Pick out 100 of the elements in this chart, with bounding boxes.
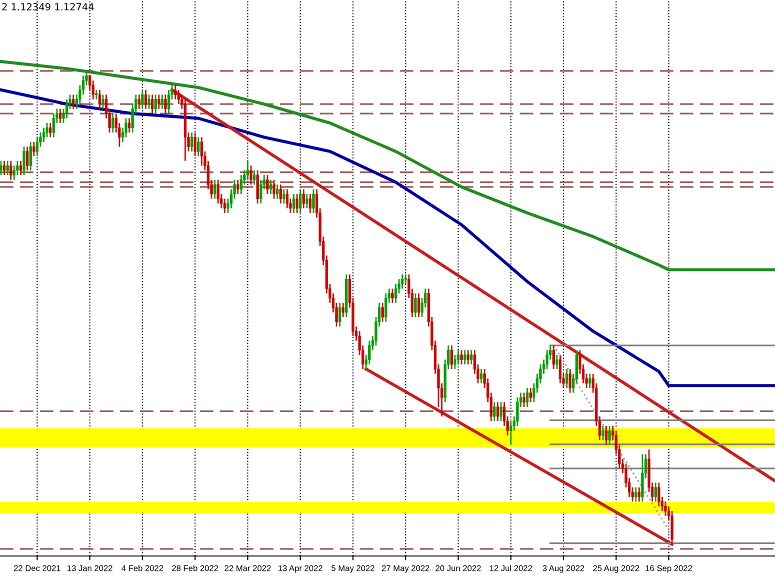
candlestick	[167, 89, 170, 114]
candlestick	[664, 500, 667, 516]
candlestick	[250, 164, 252, 186]
candlestick	[279, 184, 282, 204]
candlestick	[496, 402, 500, 422]
candlestick	[29, 141, 32, 172]
candlestick	[2, 160, 6, 176]
candlestick	[46, 122, 48, 138]
candlestick	[368, 340, 371, 366]
x-tick-label: 25 Aug 2022	[593, 565, 640, 573]
candlestick	[470, 349, 473, 366]
candlestick	[546, 349, 548, 370]
candlestick	[454, 354, 456, 370]
candlestick	[522, 392, 526, 408]
candlestick	[308, 193, 312, 214]
candlestick	[391, 288, 394, 304]
candlestick	[400, 274, 404, 290]
candlestick	[269, 179, 272, 195]
candlestick	[286, 188, 289, 209]
candlestick	[32, 141, 36, 157]
candlestick	[95, 89, 98, 100]
candlestick	[493, 402, 496, 422]
x-tick-label: 5 May 2022	[332, 565, 374, 573]
candlestick	[174, 84, 177, 100]
candlestick	[272, 179, 276, 200]
candlestick	[65, 98, 68, 119]
candlestick	[260, 179, 262, 204]
candlestick	[568, 368, 572, 394]
candlestick	[16, 160, 19, 176]
candlestick	[670, 510, 674, 545]
candlestick	[26, 146, 29, 172]
x-tick-label: 4 Feb 2022	[122, 565, 164, 572]
candlestick	[394, 283, 398, 304]
candlestick	[526, 387, 529, 408]
x-tick-label: 16 Sep 2022	[646, 565, 692, 573]
candlestick	[296, 193, 298, 214]
candlestick	[588, 373, 592, 389]
candlestick	[111, 112, 114, 134]
candlestick	[312, 188, 315, 214]
candlestick	[298, 188, 302, 214]
candlestick	[306, 193, 308, 209]
x-tick-label: 20 Jun 2022	[436, 565, 481, 572]
x-tick-label: 22 Dec 2021	[14, 565, 60, 572]
candlestick	[128, 118, 131, 134]
candlestick	[602, 425, 604, 441]
candlestick	[92, 80, 94, 100]
candlestick	[456, 349, 460, 366]
candlestick	[36, 136, 39, 157]
candlestick	[604, 425, 608, 446]
candlestick	[381, 302, 384, 322]
candlestick	[98, 89, 102, 110]
candlestick	[266, 174, 269, 195]
candlestick	[240, 174, 242, 195]
candlestick	[52, 112, 55, 138]
candlestick	[197, 136, 200, 157]
candlestick	[302, 188, 305, 209]
candlestick	[141, 89, 144, 110]
candlestick	[608, 425, 611, 446]
candlestick	[338, 302, 342, 328]
candlestick	[414, 292, 417, 318]
candlestick	[213, 179, 216, 200]
candlestick	[0, 160, 2, 176]
x-tick-label: 12 Jul 2022	[490, 565, 532, 572]
candlestick	[158, 94, 160, 110]
candlestick	[552, 344, 555, 370]
candlestick	[148, 94, 150, 110]
text: 2 1.12349 1.12744	[2, 3, 94, 10]
candlestick	[450, 344, 453, 370]
candlestick	[292, 193, 296, 214]
x-tick-label: 22 Mar 2022	[224, 565, 271, 572]
candlestick	[194, 132, 196, 157]
candlestick	[417, 292, 420, 318]
candlestick	[164, 94, 167, 114]
candlestick	[500, 402, 502, 422]
candlestick	[463, 349, 466, 366]
candlestick	[236, 179, 240, 195]
candlestick	[223, 198, 226, 214]
candlestick	[19, 160, 22, 176]
x-tick-label: 28 Feb 2022	[172, 565, 218, 572]
candlestick	[638, 486, 640, 502]
candlestick	[6, 160, 9, 176]
candlestick	[72, 94, 75, 110]
candlestick	[658, 482, 660, 508]
candlestick	[58, 108, 62, 124]
candlestick	[460, 349, 463, 366]
candlestick	[276, 184, 279, 200]
candlestick	[558, 354, 562, 384]
candlestick	[256, 170, 259, 204]
candlestick	[144, 89, 148, 110]
x-tick-label: 27 May 2022	[382, 565, 430, 573]
candlestick	[42, 127, 46, 143]
candlestick	[246, 160, 250, 181]
x-tick-label: 13 Jan 2022	[68, 565, 112, 572]
candlestick	[252, 170, 256, 186]
x-tick-label: 3 Aug 2022	[542, 565, 584, 573]
candlestick	[510, 420, 512, 446]
candlestick	[190, 132, 194, 152]
candlestick	[342, 302, 344, 318]
candlestick	[12, 164, 16, 181]
candlestick	[102, 94, 104, 110]
